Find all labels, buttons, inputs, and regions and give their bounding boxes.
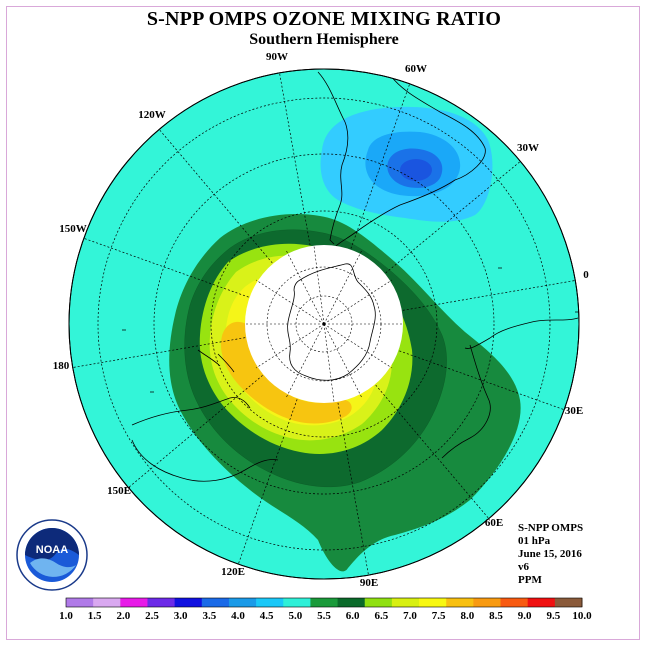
- colorbar-swatch: [147, 598, 176, 607]
- colorbar-swatch: [446, 598, 474, 607]
- colorbar-swatch: [228, 598, 257, 607]
- colorbar-swatch: [93, 598, 121, 607]
- colorbar-tick-label: 1.5: [88, 610, 102, 622]
- longitude-label: 150W: [59, 223, 87, 235]
- longitude-labels: 90W 60W 30W 0 30E 60E 90E 120E 150E 180 150W 120W: [53, 51, 590, 589]
- longitude-label: 60W: [405, 63, 427, 75]
- antarctica-coastline: [287, 263, 376, 381]
- map-title: S-NPP OMPS OZONE MIXING RATIO: [146, 8, 502, 30]
- colorbar-tick-label: 4.0: [231, 610, 245, 622]
- product-info: S-NPP OMPS 01 hPa June 15, 2016 v6 PPM: [518, 522, 583, 587]
- colorbar-swatch: [120, 598, 148, 607]
- logo-text: NOAA: [36, 544, 68, 556]
- longitude-label: 30W: [517, 142, 539, 154]
- longitude-label: 0: [583, 269, 589, 281]
- colorbar-tick-label: 3.5: [202, 610, 216, 622]
- colorbar-tick-label: 8.5: [489, 610, 503, 622]
- colorbar-tick-label: 9.5: [546, 610, 560, 622]
- noaa-logo: NOAA: [16, 519, 88, 591]
- colorbar-tick-label: 2.5: [145, 610, 159, 622]
- longitude-label: 90W: [266, 51, 288, 63]
- colorbar-swatch: [364, 598, 393, 607]
- colorbar-swatch: [391, 598, 420, 607]
- meridians: [69, 69, 579, 579]
- colorbar-tick-label: 5.0: [288, 610, 302, 622]
- info-version: v6: [518, 561, 529, 573]
- map-subtitle: Southern Hemisphere: [249, 31, 399, 48]
- colorbar-tick-label: 9.0: [518, 610, 532, 622]
- colorbar-swatch: [201, 598, 230, 607]
- longitude-label: 120W: [138, 109, 166, 121]
- colorbar-swatch: [419, 598, 447, 607]
- info-units: PPM: [518, 574, 542, 586]
- info-instrument: S-NPP OMPS: [518, 522, 584, 534]
- longitude-label: 120E: [221, 566, 245, 578]
- longitude-label: 180: [53, 360, 70, 372]
- contour-3-0: [400, 159, 432, 181]
- colorbar-swatch: [500, 598, 529, 607]
- colorbar-swatch: [66, 598, 94, 607]
- colorbar-swatch: [554, 598, 583, 607]
- longitude-label: 150E: [107, 485, 131, 497]
- colorbar-tick-label: 10.0: [572, 610, 592, 622]
- colorbar-swatch: [174, 598, 203, 607]
- colorbar-swatch: [310, 598, 339, 607]
- colorbar-swatch: [256, 598, 284, 607]
- colorbar-tick-label: 2.0: [116, 610, 130, 622]
- colorbar-tick-label: 7.0: [403, 610, 417, 622]
- coastlines: [122, 71, 579, 482]
- colorbar-tick-label: 5.5: [317, 610, 331, 622]
- info-level: 01 hPa: [518, 535, 551, 547]
- colorbar-tick-label: 3.0: [174, 610, 188, 622]
- colorbar-swatch: [283, 598, 311, 607]
- colorbar-tick-label: 8.0: [460, 610, 474, 622]
- colorbar-swatch: [527, 598, 556, 607]
- longitude-label: 90E: [360, 577, 378, 589]
- figure-frame: [6, 6, 640, 640]
- colorbar-swatch: [337, 598, 366, 607]
- colorbar-tick-label: 6.5: [374, 610, 388, 622]
- colorbar-tick-label: 4.5: [260, 610, 274, 622]
- colorbar: 1.0 1.5 2.0 2.5 3.0 3.5 4.0 4.5 5.0 5.5 6.0 6.5 7.0 7…: [59, 597, 592, 622]
- inner-graticule: [246, 245, 402, 403]
- info-date: June 15, 2016: [518, 548, 582, 560]
- colorbar-swatch: [473, 598, 502, 607]
- longitude-label: 30E: [565, 405, 583, 417]
- colorbar-tick-label: 1.0: [59, 610, 73, 622]
- longitude-label: 60E: [485, 517, 503, 529]
- colorbar-tick-label: 6.0: [346, 610, 360, 622]
- colorbar-tick-label: 7.5: [432, 610, 446, 622]
